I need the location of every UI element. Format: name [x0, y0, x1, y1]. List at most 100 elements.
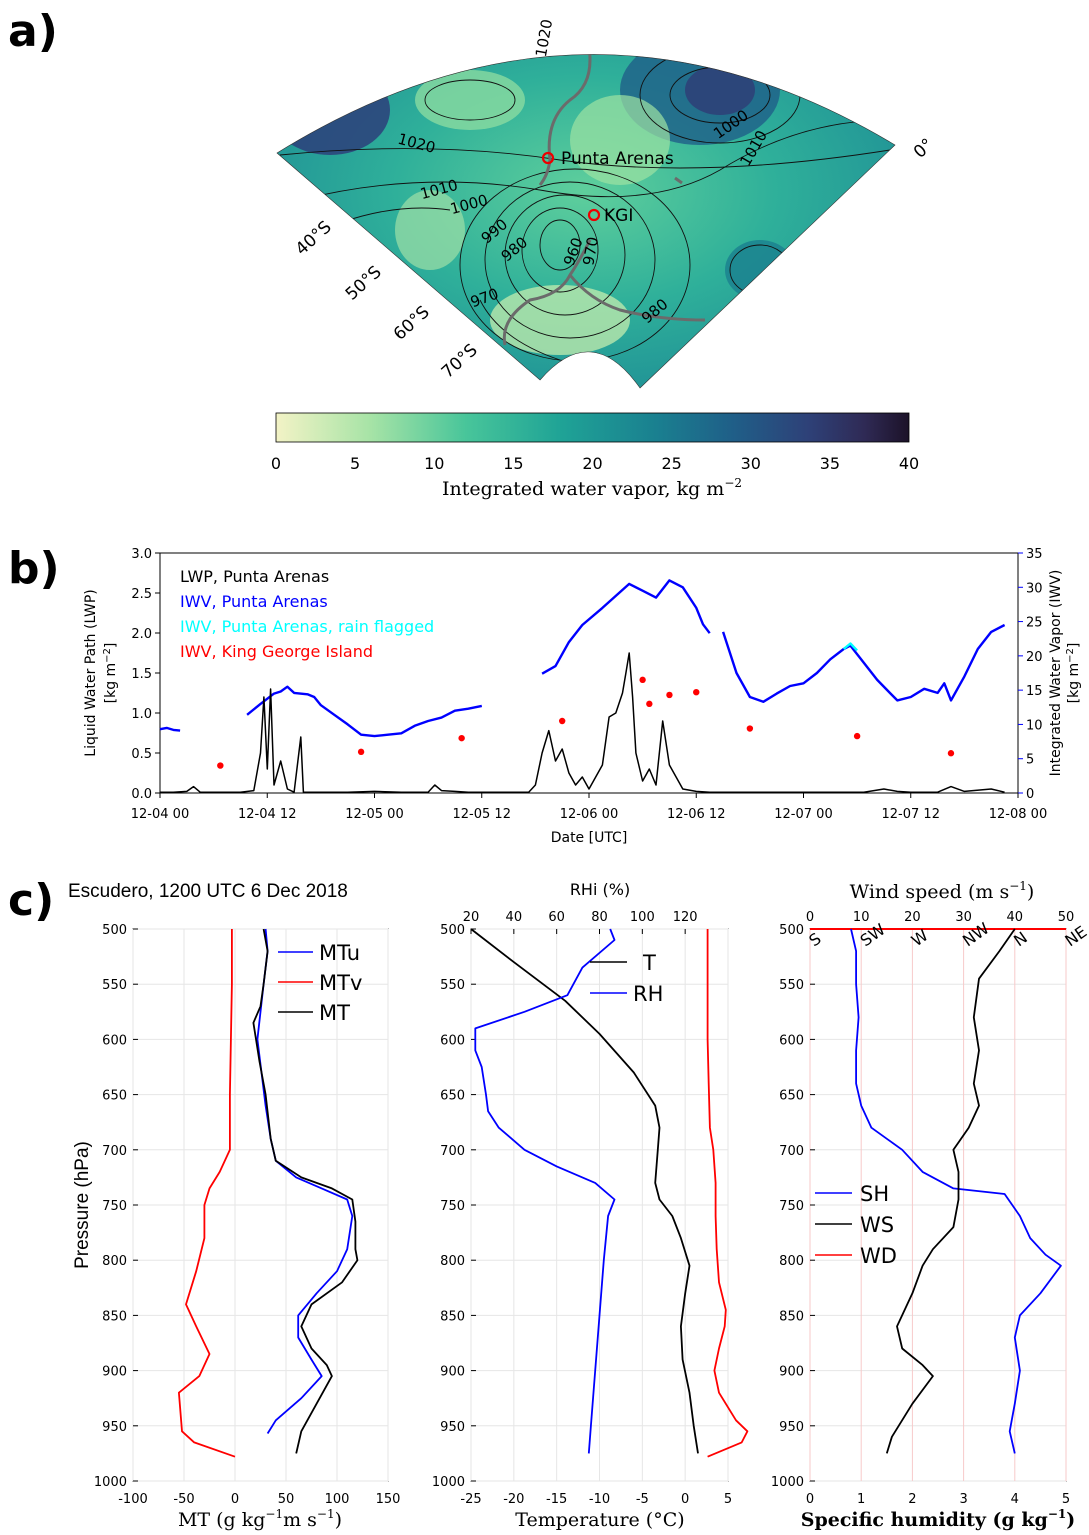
punta-arenas-label: Punta Arenas: [561, 149, 674, 169]
panel-c-ylabel: Pressure (hPa): [72, 1141, 93, 1269]
series-line-mtu: [256, 928, 354, 1434]
pressure-tick-label: 550: [779, 978, 804, 993]
panel-b-left-ticks: 0.0 0.5 1.0 1.5 2.0 2.5 3.0: [131, 547, 160, 802]
panel-b-legend-iwv: IWV, Punta Arenas: [180, 592, 328, 611]
pressure-tick-label: 850: [779, 1309, 804, 1324]
y-left-tick-label: 1.0: [131, 707, 152, 722]
colorbar-tick-label: 15: [503, 454, 523, 473]
lon-label-0: 0°: [910, 135, 938, 163]
pressure-tick-label: 650: [102, 1089, 127, 1104]
legend-ws: WS: [860, 1213, 894, 1237]
map-moist-band: [685, 65, 755, 115]
x2-tick-label: 20: [904, 910, 921, 925]
map-outline: [276, 54, 896, 389]
panel-c-left-series: [178, 928, 359, 1458]
legend-mtu: MTu: [319, 941, 360, 965]
x2-tick-label: 50: [1058, 910, 1075, 925]
colorbar-tick-label: 30: [741, 454, 761, 473]
map-moist-band: [277, 65, 390, 155]
panel-label-a: a): [8, 6, 58, 57]
coastline-south-georgia: [674, 176, 683, 185]
pressure-tick-label: 950: [779, 1420, 804, 1435]
panel-label-c: c): [8, 875, 54, 926]
x2-tick-label: 40: [506, 910, 523, 925]
series-line-mtv: [178, 929, 236, 1458]
x-tick-label: 12-06 12: [667, 807, 725, 822]
panel-b-legend-kgi: IWV, King George Island: [180, 642, 373, 661]
x-tick-label: -20: [503, 1492, 524, 1507]
lwp-line: [160, 652, 1005, 793]
series-line-ws: [885, 928, 1016, 1454]
y-left-tick-label: 2.5: [131, 587, 152, 602]
colorbar-bar: [275, 412, 910, 443]
kgi-label: KGI: [604, 206, 633, 226]
legend-sh: SH: [860, 1182, 889, 1206]
y-right-tick-label: 15: [1026, 684, 1043, 699]
kgi-iwv-point: [639, 676, 646, 684]
iwv-line-segment: [159, 726, 181, 732]
lat-label-60s: 60°S: [390, 302, 434, 344]
pressure-tick-label: 550: [102, 978, 127, 993]
x2-tick-label: 120: [673, 910, 698, 925]
y-right-tick-label: 30: [1026, 581, 1043, 596]
panel-b-ylabel-right-units: [kg m−2]: [1065, 643, 1082, 704]
x-tick-label: 0: [681, 1492, 689, 1507]
series-line-wd: [706, 929, 749, 1458]
x-tick-label: 12-06 00: [560, 807, 618, 822]
x-tick-label: 12-05 12: [453, 807, 511, 822]
legend-wd: WD: [860, 1244, 897, 1268]
y-left-tick-label: 0.0: [131, 787, 152, 802]
panel-b-chart: 0.0 0.5 1.0 1.5 2.0 2.5 3.0 0 5 10 15 20 25 30 35 12-…: [83, 547, 1082, 846]
series-line-mt: [252, 928, 359, 1454]
x-tick-label: -25: [460, 1492, 481, 1507]
x-tick-label: -5: [636, 1492, 649, 1507]
pressure-tick-label: 900: [102, 1365, 127, 1380]
y-left-tick-label: 0.5: [131, 747, 152, 762]
iwv-line-segment: [842, 642, 858, 652]
kgi-iwv-point: [646, 700, 653, 708]
y-right-tick-label: 0: [1026, 787, 1034, 802]
x2-tick-label: 20: [463, 910, 480, 925]
pressure-tick-label: 700: [779, 1144, 804, 1159]
x-tick-label: 12-04 00: [131, 807, 189, 822]
x-tick-label: 5: [724, 1492, 732, 1507]
iwv-line-segment: [246, 685, 483, 738]
x-tick-label: 2: [908, 1492, 916, 1507]
panel-c-mid-x2label: RHi (%): [570, 880, 630, 899]
panel-b-ylabel-left: Liquid Water Path (LWP): [83, 589, 99, 756]
panel-b-series: [159, 579, 1006, 793]
panel-b-legend-iwv-rain: IWV, Punta Arenas, rain flagged: [180, 617, 434, 636]
legend-t: T: [642, 951, 656, 975]
pressure-tick-label: 750: [779, 1199, 804, 1214]
kgi-iwv-point: [746, 725, 754, 732]
colorbar-tick-label: 10: [424, 454, 444, 473]
x2-tick-label: 30: [955, 910, 972, 925]
panel-c-right-xlabel: Specific humidity (g kg−1): [801, 1507, 1076, 1531]
panel-c-left-grid: [132, 928, 389, 1482]
panel-c-right-x2label: Wind speed (m s−1): [850, 879, 1035, 903]
pressure-tick-label: 1000: [432, 1475, 465, 1490]
y-left-tick-label: 1.5: [131, 667, 152, 682]
pressure-tick-label: 600: [779, 1033, 804, 1048]
pressure-tick-label: 700: [440, 1144, 465, 1159]
x-tick-label: 0: [806, 1492, 814, 1507]
map-dry-region: [570, 95, 670, 185]
pressure-tick-label: 1000: [94, 1475, 127, 1490]
pressure-tick-label: 750: [440, 1199, 465, 1214]
x-tick-label: 12-08 00: [989, 807, 1047, 822]
pressure-tick-label: 850: [440, 1309, 465, 1324]
panel-b-ylabel-right: Integrated Water Vapor (IWV): [1048, 570, 1064, 777]
pressure-tick-label: 550: [440, 978, 465, 993]
x-tick-label: 12-07 00: [774, 807, 832, 822]
kgi-iwv-point: [357, 748, 365, 756]
colorbar-label: Integrated water vapor, kg m−2: [442, 476, 742, 500]
x-tick-label: -10: [589, 1492, 610, 1507]
y-right-tick-label: 5: [1026, 753, 1034, 768]
pressure-tick-label: 950: [440, 1420, 465, 1435]
